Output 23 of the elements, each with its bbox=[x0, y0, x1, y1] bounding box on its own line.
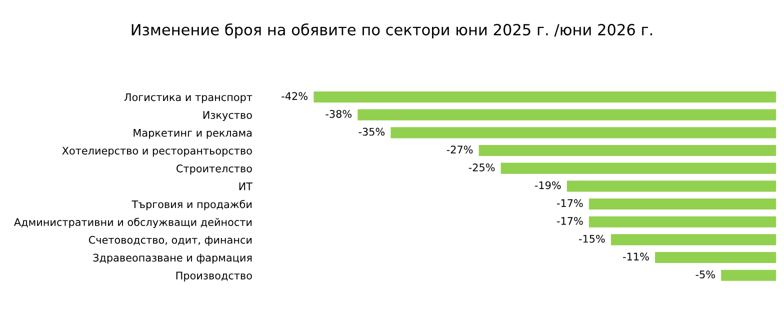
data-label: -38% bbox=[326, 110, 352, 118]
y-tick-label: Маркетинг и реклама bbox=[134, 129, 252, 139]
y-tick-label: Здравеопазване и фармация bbox=[93, 254, 252, 264]
y-tick-label: Логистика и транспорт bbox=[124, 93, 252, 104]
data-label: -5% bbox=[696, 270, 715, 278]
y-tick-label: Хотелиерство и ресторантьорство bbox=[62, 146, 252, 157]
data-label: -11% bbox=[623, 252, 649, 261]
data-label: -17% bbox=[556, 199, 583, 208]
data-label: -19% bbox=[534, 181, 561, 190]
data-label: -42% bbox=[282, 92, 308, 100]
y-tick-label: ИТ bbox=[239, 182, 253, 190]
data-label: -15% bbox=[579, 234, 605, 243]
chart-title: Изменение броя на обявите по сектори юни 2025 г. /юни 2026 г. bbox=[132, 23, 652, 38]
data-label: -27% bbox=[446, 146, 473, 154]
y-tick-label: Изкуство bbox=[203, 111, 252, 121]
data-label: -25% bbox=[468, 163, 495, 172]
y-tick-label: Строителство bbox=[176, 164, 252, 174]
y-tick-label: Търговия и продажби bbox=[132, 200, 252, 210]
y-tick-label: Административни и обслужващи дейности bbox=[14, 218, 252, 228]
data-label: -35% bbox=[358, 128, 385, 136]
y-tick-label: Производство bbox=[176, 272, 252, 282]
data-label: -17% bbox=[556, 216, 583, 225]
y-tick-label: Счетоводство, одит, финанси bbox=[88, 236, 252, 246]
